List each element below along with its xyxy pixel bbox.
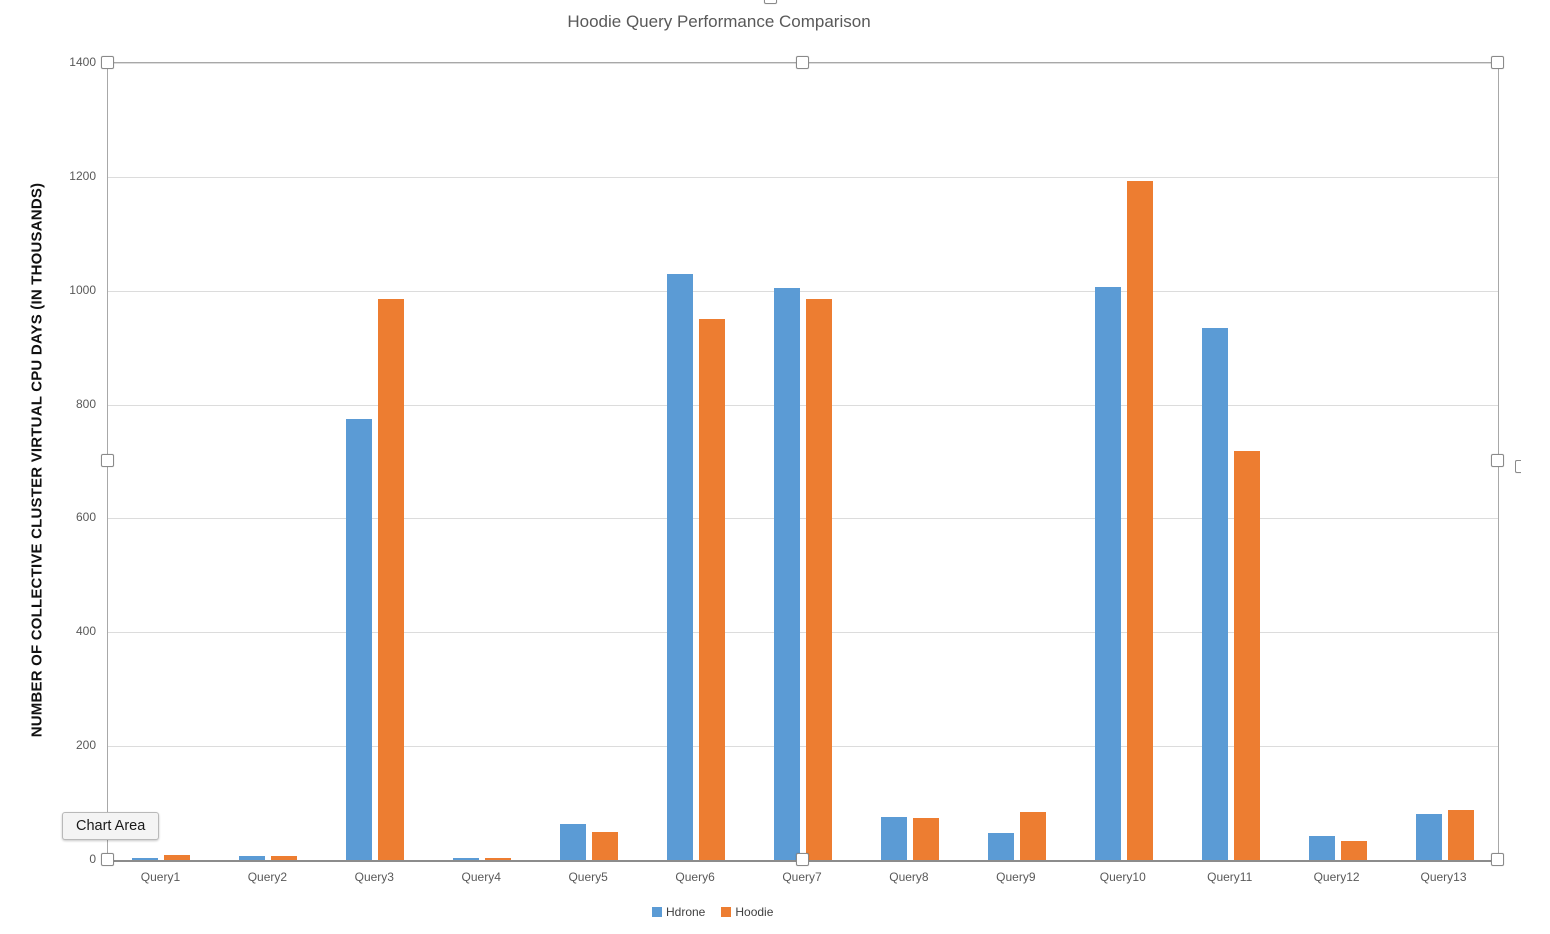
bar-hoodie-query2[interactable] — [271, 856, 298, 860]
x-tick-label: Query13 — [1420, 870, 1467, 884]
y-tick-label: 0 — [89, 852, 96, 866]
legend-swatch-icon — [652, 907, 662, 917]
selection-handle-outer-mid-right[interactable] — [1515, 460, 1521, 473]
x-tick-label: Query9 — [996, 870, 1036, 884]
legend-label: Hoodie — [735, 905, 774, 919]
bar-hoodie-query7[interactable] — [806, 299, 832, 860]
bar-hoodie-query8[interactable] — [912, 818, 939, 860]
chart-title[interactable]: Hoodie Query Performance Comparison — [567, 12, 871, 31]
bar-hoodie-query13[interactable] — [1447, 809, 1474, 860]
y-tick-label: 400 — [75, 624, 96, 639]
x-tick-label: Query10 — [1099, 870, 1146, 884]
legend[interactable]: Hdrone Hoodie — [652, 905, 773, 919]
selection-handle-outer-top[interactable] — [764, 0, 777, 4]
bar-hdrone-query1[interactable] — [132, 857, 159, 860]
y-tick-label: 1200 — [69, 168, 96, 183]
y-tick-label: 1000 — [69, 282, 96, 297]
bar-hoodie-query5[interactable] — [592, 831, 619, 860]
selection-handle-top-right[interactable] — [1490, 55, 1504, 69]
bar-hdrone-query6[interactable] — [667, 273, 694, 860]
x-tick-label: Query12 — [1313, 870, 1360, 884]
y-tick-label: 200 — [75, 738, 96, 753]
x-tick-label: Query3 — [354, 870, 394, 884]
x-tick-label: Query6 — [675, 870, 715, 884]
legend-label: Hdrone — [666, 905, 706, 919]
selection-handle-bottom-left[interactable] — [100, 852, 114, 866]
bar-hdrone-query13[interactable] — [1415, 813, 1442, 860]
selection-handle-bottom-right[interactable] — [1490, 852, 1504, 866]
bar-hdrone-query2[interactable] — [239, 856, 266, 860]
gridline — [108, 176, 1498, 178]
gridline — [108, 518, 1498, 520]
bar-hoodie-query9[interactable] — [1019, 812, 1046, 860]
selection-handle-top-left[interactable] — [100, 55, 114, 69]
bar-hoodie-query3[interactable] — [378, 299, 405, 860]
bar-hdrone-query4[interactable] — [453, 858, 480, 860]
bar-hdrone-query12[interactable] — [1308, 836, 1335, 860]
selection-handle-mid-right[interactable] — [1490, 453, 1504, 467]
bar-hoodie-query11[interactable] — [1233, 451, 1260, 860]
bar-hoodie-query1[interactable] — [164, 855, 191, 860]
bar-hdrone-query9[interactable] — [987, 833, 1014, 860]
bar-hdrone-query3[interactable] — [346, 418, 373, 860]
bar-hoodie-query4[interactable] — [485, 857, 512, 860]
y-tick-label: 1400 — [69, 55, 96, 69]
x-tick-label: Query7 — [782, 870, 822, 884]
x-tick-label: Query2 — [247, 870, 288, 884]
selection-handle-bottom-center[interactable] — [795, 852, 809, 866]
bar-hoodie-query10[interactable] — [1126, 180, 1153, 860]
bar-hdrone-query7[interactable] — [774, 287, 800, 860]
y-tick-label: 800 — [75, 396, 96, 411]
legend-item-hoodie[interactable]: Hoodie — [721, 905, 773, 919]
chart-area-tooltip: Chart Area — [62, 812, 160, 840]
x-tick-label: Query8 — [889, 870, 929, 884]
y-tick-label: 600 — [75, 510, 96, 525]
gridline — [108, 404, 1498, 406]
selection-handle-mid-left[interactable] — [100, 453, 114, 467]
bar-hdrone-query10[interactable] — [1094, 286, 1121, 860]
bar-hoodie-query6[interactable] — [699, 319, 726, 860]
bar-hdrone-query8[interactable] — [880, 817, 907, 860]
plot-area[interactable] — [107, 62, 1499, 862]
bar-hoodie-query12[interactable] — [1340, 841, 1367, 860]
selection-handle-top-center[interactable] — [795, 55, 809, 69]
x-tick-label: Query4 — [461, 870, 501, 884]
y-axis-title[interactable]: NUMBER OF COLLECTIVE CLUSTER VIRTUAL CPU… — [28, 182, 46, 738]
x-tick-label: Query1 — [140, 870, 181, 884]
gridline — [108, 290, 1498, 292]
legend-swatch-icon — [721, 907, 732, 917]
gridline — [108, 746, 1498, 748]
bar-hdrone-query5[interactable] — [560, 824, 587, 860]
gridline — [108, 632, 1498, 634]
x-tick-label: Query5 — [568, 870, 608, 884]
x-tick-label: Query11 — [1207, 870, 1253, 884]
legend-item-hdrone[interactable]: Hdrone — [652, 905, 705, 919]
bar-hdrone-query11[interactable] — [1201, 327, 1228, 860]
